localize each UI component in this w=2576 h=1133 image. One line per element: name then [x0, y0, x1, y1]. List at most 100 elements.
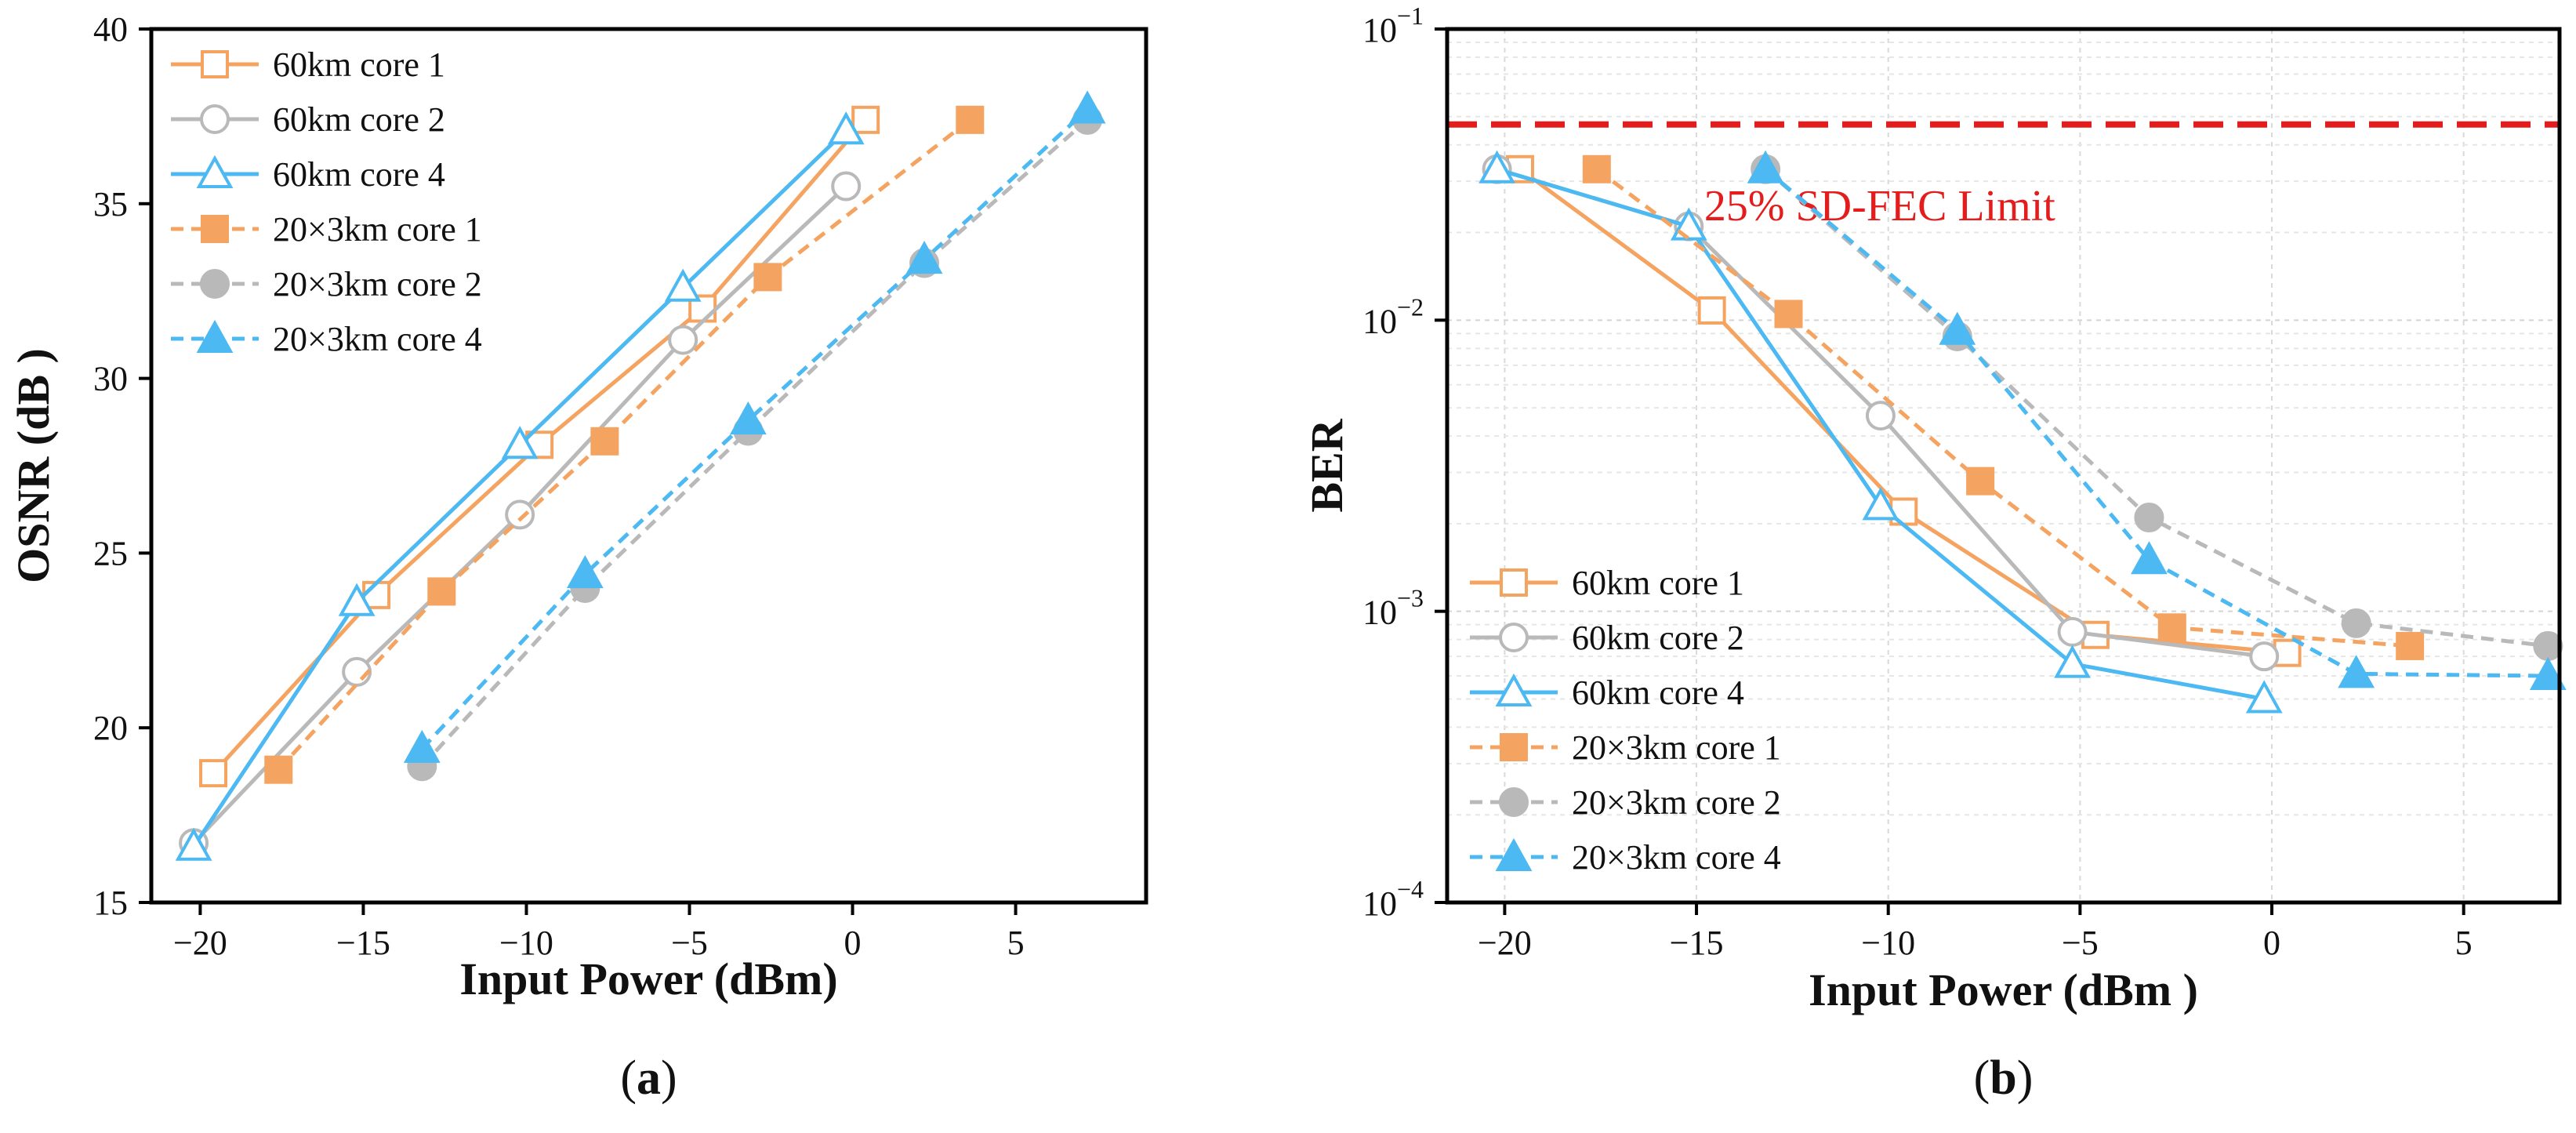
legend-item-20x3km-core-2: 20×3km core 2: [1470, 783, 1781, 822]
legend-swatch-marker: [1495, 673, 1533, 706]
data-point: [1774, 300, 1803, 329]
data-point: [1865, 401, 1896, 431]
legend-label: 20×3km core 2: [273, 265, 482, 303]
x-tick-label: −10: [499, 924, 553, 962]
legend-item-60km-core-2: 60km core 2: [171, 100, 445, 139]
legend-swatch-marker: [196, 154, 234, 188]
series-20x3km-core-4: [403, 90, 1106, 763]
data-point: [403, 729, 441, 763]
data-point: [2131, 541, 2168, 575]
data-point: [501, 426, 539, 459]
x-tick-label: −15: [336, 924, 390, 962]
legend-item-20x3km-core-4: 20×3km core 4: [1470, 837, 1781, 877]
y-axis-title: OSNR (dB ): [8, 348, 59, 583]
legend-swatch-marker: [1499, 787, 1529, 817]
data-point: [664, 268, 702, 302]
legend-item-60km-core-1: 60km core 1: [171, 45, 445, 84]
legend-label: 60km core 2: [1572, 619, 1744, 657]
data-point: [1697, 296, 1726, 325]
legend-label: 60km core 1: [273, 45, 445, 84]
legend-item-60km-core-2: 60km core 2: [1470, 619, 1744, 657]
fec-limit-label: 25% SD-FEC Limit: [1704, 182, 2055, 231]
data-point: [2341, 608, 2371, 638]
series-line: [277, 118, 971, 772]
legend-item-20x3km-core-1: 20×3km core 1: [171, 210, 482, 249]
data-point: [1582, 154, 1611, 183]
data-point: [668, 325, 698, 355]
data-point: [1068, 90, 1106, 124]
legend-label: 20×3km core 1: [1572, 728, 1781, 767]
legend-label: 60km core 4: [273, 155, 445, 194]
legend: 60km core 1 60km core 2 60km core 4 20×3km …: [1470, 564, 1781, 877]
legend-swatch-marker: [1500, 568, 1528, 597]
x-tick-label: −5: [2062, 924, 2099, 962]
legend: 60km core 1 60km core 2 60km core 4 20×3km …: [171, 45, 482, 358]
data-point: [2533, 630, 2563, 661]
data-point: [831, 171, 862, 202]
data-point: [427, 577, 456, 606]
data-point: [827, 111, 865, 145]
data-point: [1747, 150, 1784, 183]
legend-swatch-marker: [201, 215, 229, 243]
data-point: [505, 499, 535, 530]
grid: [1447, 29, 2560, 903]
legend-swatch-marker: [1500, 733, 1528, 761]
legend-item-60km-core-4: 60km core 4: [171, 154, 445, 194]
data-point: [338, 583, 376, 616]
x-tick-label: −20: [1478, 924, 1532, 962]
legend-swatch-marker: [200, 269, 230, 299]
panel-b: 25% SD-FEC Limit −20 −15 −10 −5 0 5 10−4 10−3 10−…: [1301, 2, 2567, 1105]
data-point: [2157, 613, 2186, 642]
series-20x3km-core-4: [1747, 150, 2567, 691]
legend-item-20x3km-core-2: 20×3km core 2: [171, 265, 482, 303]
series-20x3km-core-1: [264, 105, 985, 784]
legend-label: 20×3km core 4: [1572, 838, 1781, 877]
series-20x3km-core-1: [1582, 154, 2425, 660]
data-point: [199, 759, 228, 788]
y-tick-label: 40: [93, 10, 128, 49]
x-tick-label: −15: [1670, 924, 1724, 962]
legend-swatch-marker: [1499, 623, 1529, 652]
x-tick-label: 5: [1007, 924, 1025, 962]
data-point: [2396, 631, 2425, 660]
y-tick-label: 25: [93, 534, 128, 572]
data-point: [2057, 616, 2088, 647]
data-point: [2134, 503, 2164, 533]
legend-swatch-marker: [1495, 837, 1533, 871]
x-tick-label: 0: [844, 924, 862, 962]
y-tick-label: 15: [93, 884, 128, 922]
legend-item-20x3km-core-4: 20×3km core 4: [171, 319, 482, 358]
panel-label: (a): [620, 1051, 677, 1105]
data-point: [590, 427, 619, 456]
data-point: [2245, 680, 2283, 714]
series-60km-core-4: [175, 111, 865, 861]
data-point: [1939, 311, 1976, 345]
y-tick-label: 10−4: [1362, 875, 1424, 923]
y-tick-label: 10−3: [1362, 584, 1424, 632]
plot-frame: [1445, 27, 2562, 905]
x-axis-title: Input Power (dBm ): [1809, 964, 2198, 1015]
data-point: [175, 827, 212, 861]
data-point: [1478, 150, 1516, 183]
x-axis-title: Input Power (dBm): [459, 953, 837, 1004]
legend-label: 60km core 2: [273, 100, 445, 139]
y-tick-label: 10−2: [1362, 292, 1424, 340]
data-point: [905, 240, 943, 274]
data-point: [2338, 655, 2375, 688]
legend-label: 20×3km core 2: [1572, 783, 1781, 822]
x-tick-label: −10: [1861, 924, 1915, 962]
legend-label: 60km core 4: [1572, 674, 1744, 712]
data-point: [956, 105, 985, 134]
legend-swatch-marker: [200, 104, 230, 134]
panel-a: −20 −15 −10 −5 0 5 15 20 25 30 35 40 Input Power (dB…: [8, 10, 1148, 1105]
data-point: [2529, 656, 2567, 691]
series-line: [420, 107, 1089, 750]
legend-swatch-marker: [201, 50, 229, 78]
data-point: [264, 755, 293, 784]
x-tick-label: 0: [2263, 924, 2280, 962]
legend-swatch-marker: [196, 319, 234, 353]
legend-item-60km-core-1: 60km core 1: [1470, 564, 1744, 602]
data-point: [2249, 641, 2280, 672]
legend-item-60km-core-4: 60km core 4: [1470, 673, 1744, 712]
